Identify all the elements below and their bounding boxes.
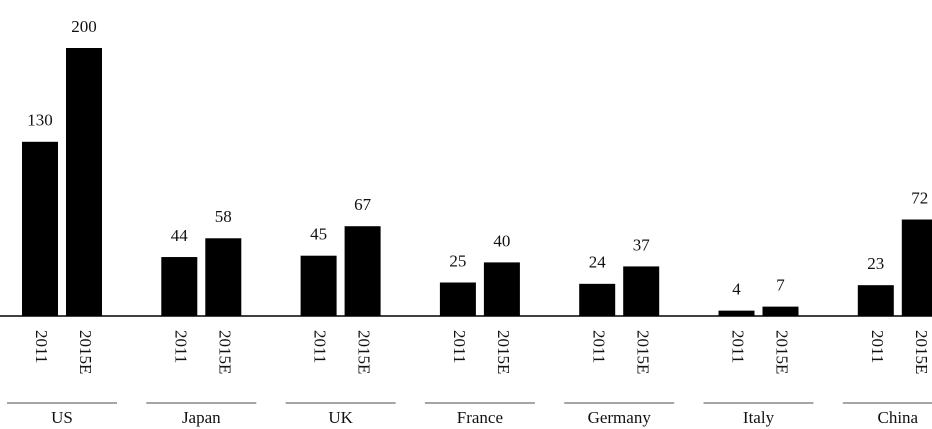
bar (623, 266, 660, 316)
data-label: 23 (867, 254, 884, 273)
data-label: 72 (911, 188, 928, 207)
series-label: 2015E (76, 330, 95, 374)
series-label: 2011 (729, 330, 748, 363)
series-label: 2015E (355, 330, 374, 374)
bar (483, 262, 520, 316)
series-label: 2015E (633, 330, 652, 374)
bar (901, 219, 932, 316)
series-label: 2015E (912, 330, 931, 374)
series-label: 2011 (32, 330, 51, 363)
bar (439, 282, 476, 316)
bar (161, 257, 198, 316)
bar (762, 306, 799, 316)
data-label: 4 (732, 280, 741, 299)
x-tick-label: US (51, 408, 73, 427)
bar (22, 141, 58, 316)
data-label: 130 (27, 111, 53, 130)
data-label: 45 (310, 225, 327, 244)
bar (66, 48, 102, 316)
data-label: 67 (354, 195, 372, 214)
series-label: 2015E (215, 330, 234, 374)
data-label: 37 (633, 235, 651, 254)
data-label: 24 (589, 253, 607, 272)
data-label: 7 (776, 276, 785, 295)
data-label: 44 (171, 226, 189, 245)
x-tick-label: UK (328, 408, 353, 427)
series-label: 2011 (171, 330, 190, 363)
series-label: 2011 (311, 330, 330, 363)
bar (300, 255, 337, 316)
series-label: 2015E (773, 330, 792, 374)
series-label: 2011 (868, 330, 887, 363)
data-label: 58 (215, 207, 232, 226)
bar (857, 285, 894, 316)
bar (579, 283, 616, 316)
series-label: 2011 (589, 330, 608, 363)
data-label: 25 (449, 251, 466, 270)
bar (344, 226, 381, 316)
data-label: 200 (71, 17, 97, 36)
bar (718, 310, 755, 316)
series-label: 2015E (494, 330, 513, 374)
x-tick-label: Italy (743, 408, 775, 427)
x-tick-label: China (877, 408, 918, 427)
data-label: 40 (493, 231, 510, 250)
series-label: 2011 (450, 330, 469, 363)
bar (205, 238, 242, 316)
x-tick-label: France (457, 408, 503, 427)
x-tick-label: Japan (182, 408, 221, 427)
x-tick-label: Germany (588, 408, 652, 427)
